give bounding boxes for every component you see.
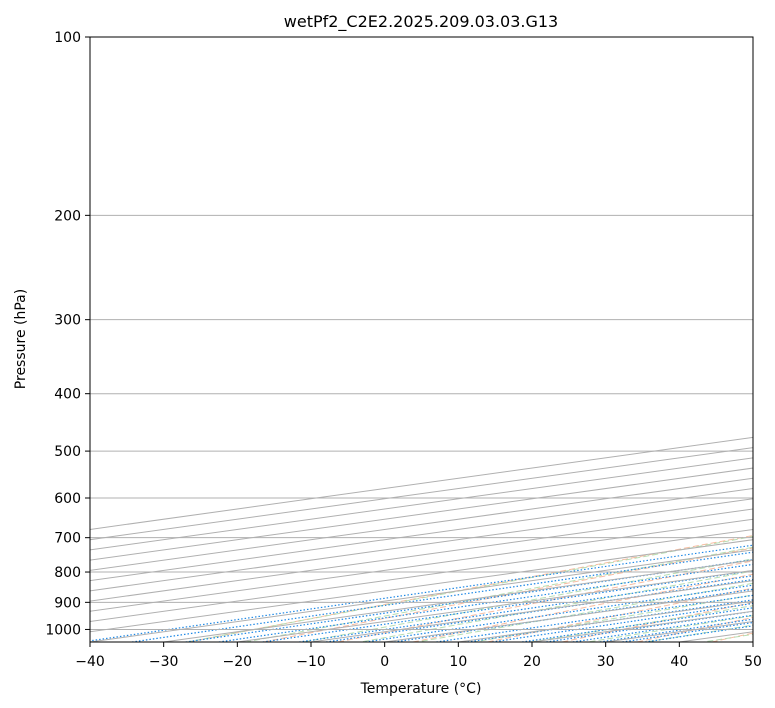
mixing-ratio-line (131, 551, 753, 642)
x-tick-label: 30 (597, 654, 615, 670)
mixing-ratio-line (218, 563, 753, 642)
y-tick-label: 1000 (45, 622, 81, 638)
isotherm-line (90, 457, 753, 551)
dry-adiabat-line (487, 587, 753, 642)
isotherm-line (90, 488, 753, 582)
x-tick-label: 20 (523, 654, 541, 670)
y-tick-label: 400 (54, 387, 81, 403)
x-tick-label: −40 (75, 654, 105, 670)
x-tick-label: 50 (744, 654, 762, 670)
isotherm-line (90, 508, 753, 602)
isotherm-line (90, 477, 753, 571)
x-tick-label: 0 (380, 654, 389, 670)
x-tick-label: −20 (223, 654, 253, 670)
moist-adiabat-line (245, 628, 314, 642)
mixing-ratio-line (522, 607, 753, 642)
y-tick-label: 600 (54, 491, 81, 507)
y-tick-label: 500 (54, 444, 81, 460)
moist-adiabat-line (371, 558, 753, 630)
mixing-ratio-line (492, 602, 753, 642)
moist-adiabat-line (312, 546, 753, 630)
dry-adiabat-line (263, 547, 753, 642)
plot-frame (89, 36, 754, 643)
isobar-grid (90, 37, 753, 630)
x-tick-label: 10 (449, 654, 467, 670)
y-tick-label: 100 (54, 30, 81, 46)
isotherm-lines (90, 436, 753, 642)
plot-area: 0.10.20.40.611.52346810131620253036-100-… (90, 37, 753, 642)
moist-adiabat-line (187, 628, 255, 642)
moist-adiabat-line (303, 628, 373, 642)
x-tick-label: 40 (670, 654, 688, 670)
isotherm-line (90, 518, 753, 612)
isotherm-line (90, 528, 753, 623)
y-axis: 100 200 300 400 500 600 700 800 900 1000 (45, 30, 90, 638)
isotherm-line (90, 539, 753, 633)
y-tick-label: 800 (54, 565, 81, 581)
moist-adiabat-line (587, 628, 667, 642)
isotherm-line (90, 467, 753, 561)
moist-adiabat-line (430, 570, 753, 630)
moist-adiabat-line (360, 628, 431, 642)
y-tick-label: 300 (54, 313, 81, 329)
mixing-ratio-line (90, 544, 753, 642)
chart-title: wetPf2_C2E2.2025.209.03.03.G13 (284, 12, 558, 32)
y-tick-label: 200 (54, 208, 81, 224)
y-tick-label: 700 (54, 531, 81, 547)
x-axis: −40 −30 −20 −10 0 10 20 30 40 50 (75, 642, 762, 670)
moist-adiabats (187, 535, 753, 642)
isotherm-line (90, 498, 753, 592)
x-tick-label: −10 (296, 654, 326, 670)
x-axis-label: Temperature (°C) (360, 681, 482, 697)
y-axis-label: Pressure (hPa) (13, 289, 29, 389)
mixing-ratio-line (185, 559, 753, 642)
moist-adiabat-line (253, 535, 753, 630)
y-tick-label: 900 (54, 595, 81, 611)
moist-adiabat-line (417, 628, 490, 642)
x-tick-label: −30 (149, 654, 179, 670)
moist-adiabat-line (703, 633, 753, 642)
